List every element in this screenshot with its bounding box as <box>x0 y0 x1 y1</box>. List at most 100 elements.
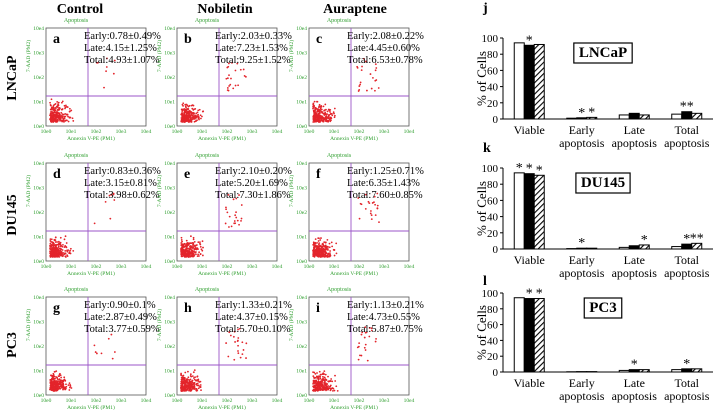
significance-mark: * <box>631 358 638 373</box>
event-dot <box>330 112 333 115</box>
event-dot <box>313 376 315 379</box>
event-dot <box>180 382 182 385</box>
event-dot <box>57 115 60 118</box>
event-dot <box>60 376 63 379</box>
event-dot <box>328 255 331 258</box>
event-dot <box>196 244 198 246</box>
event-dot <box>199 245 202 248</box>
event-dot <box>54 118 57 120</box>
event-dot <box>366 359 369 362</box>
event-dot <box>180 239 183 241</box>
event-dot <box>323 376 326 379</box>
x-tick-label: 10e3 <box>379 398 390 404</box>
event-dot <box>330 378 333 380</box>
event-dot <box>64 255 67 258</box>
x-tick-label: 10e3 <box>379 264 390 270</box>
event-dot <box>61 381 64 384</box>
x-tick-label: Late apoptosis <box>611 253 657 280</box>
x-tick-label: 10e1 <box>329 398 340 404</box>
event-dot <box>185 239 188 242</box>
event-dot <box>329 118 331 120</box>
event-dot <box>314 384 317 387</box>
y-axis-label: 7-AAD (PM2) <box>25 309 32 341</box>
event-dot <box>312 380 315 383</box>
x-tick-label: 10e2 <box>91 129 102 135</box>
event-dot <box>69 247 72 250</box>
event-dot <box>189 374 192 377</box>
event-dot <box>233 220 236 222</box>
panel-letter: f <box>316 167 321 182</box>
event-dot <box>182 102 185 105</box>
event-dot <box>60 115 63 117</box>
event-dot <box>327 116 330 119</box>
event-dot <box>181 108 184 111</box>
event-dot <box>58 240 60 243</box>
panel-stat: Late:6.35±1.43% <box>347 178 420 189</box>
event-dot <box>359 83 362 86</box>
event-dot <box>198 251 201 254</box>
event-dot <box>193 254 196 257</box>
event-dot <box>193 114 196 117</box>
y-tick-label: 10e4 <box>296 295 307 301</box>
event-dot <box>312 107 314 110</box>
y-tick-label: 60 <box>487 195 499 207</box>
event-dot <box>54 251 57 254</box>
event-dot <box>184 386 187 389</box>
event-dot <box>187 112 190 115</box>
event-dot <box>331 380 334 383</box>
y-tick-label: 10e1 <box>33 369 44 375</box>
event-dot <box>327 108 330 111</box>
event-dot <box>53 385 56 388</box>
event-dot <box>63 115 66 118</box>
event-dot <box>328 246 331 249</box>
bar <box>513 42 525 120</box>
event-dot <box>55 105 58 108</box>
y-tick-label: 0 <box>493 367 499 379</box>
gate-title: Apoptosis <box>327 287 352 293</box>
event-dot <box>49 104 52 106</box>
event-dot <box>192 386 195 389</box>
event-cloud <box>180 61 247 123</box>
x-tick-label: 10e3 <box>247 264 258 270</box>
event-dot <box>334 380 337 382</box>
x-tick-label: 10e0 <box>304 398 315 404</box>
event-dot <box>70 387 73 389</box>
bar <box>533 174 545 250</box>
event-dot <box>58 115 61 118</box>
event-dot <box>364 326 367 329</box>
event-dot <box>318 121 320 123</box>
event-dot <box>235 216 238 219</box>
event-dot <box>324 255 327 258</box>
event-dot <box>50 106 53 109</box>
event-dot <box>54 106 57 109</box>
event-dot <box>321 248 324 251</box>
event-dot <box>199 380 202 383</box>
event-dot <box>312 119 315 122</box>
event-dot <box>357 358 360 361</box>
event-cloud <box>180 193 243 258</box>
panel-stat: Total:5.70±0.10% <box>215 324 291 335</box>
y-tick-label: 60 <box>487 65 499 77</box>
event-dot <box>192 371 195 374</box>
y-tick-label: 10e3 <box>164 320 175 326</box>
event-dot <box>363 346 366 349</box>
event-dot <box>197 241 200 244</box>
event-dot <box>197 387 200 390</box>
event-dot <box>323 241 326 243</box>
event-dot <box>190 254 193 257</box>
x-axis-label: Annexin V-PE (PM1) <box>330 135 378 142</box>
y-tick-label: 10e3 <box>33 51 44 57</box>
y-tick-label: 10e0 <box>33 259 44 265</box>
event-dot <box>240 217 243 220</box>
event-dot <box>327 385 330 387</box>
event-dot <box>69 249 72 252</box>
event-dot <box>185 243 188 245</box>
event-dot <box>66 255 69 258</box>
bar <box>533 298 545 373</box>
event-dot <box>61 249 64 251</box>
event-dot <box>318 117 321 120</box>
event-dot <box>195 382 198 385</box>
event-dot <box>113 199 116 201</box>
event-dot <box>360 69 363 72</box>
